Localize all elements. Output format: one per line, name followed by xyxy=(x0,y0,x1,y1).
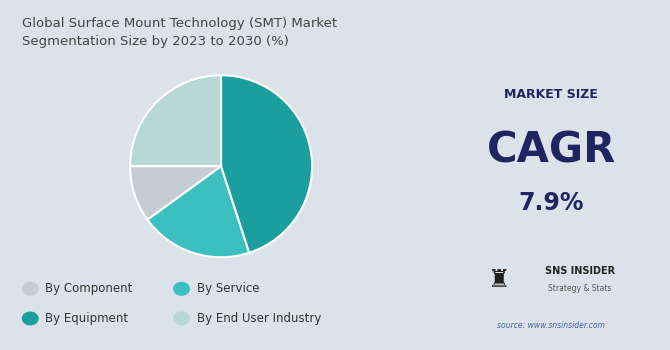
Text: SNS INSIDER: SNS INSIDER xyxy=(545,266,614,276)
Text: CAGR: CAGR xyxy=(486,130,616,172)
Text: By End User Industry: By End User Industry xyxy=(196,312,321,325)
Wedge shape xyxy=(221,75,312,253)
Text: Strategy & Stats: Strategy & Stats xyxy=(548,284,611,293)
Text: Global Surface Mount Technology (SMT) Market
Segmentation Size by 2023 to 2030 (: Global Surface Mount Technology (SMT) Ma… xyxy=(21,18,337,48)
Wedge shape xyxy=(147,166,249,257)
Text: By Component: By Component xyxy=(46,282,133,295)
Text: 7.9%: 7.9% xyxy=(519,191,584,215)
Wedge shape xyxy=(130,75,221,166)
Text: MARKET SIZE: MARKET SIZE xyxy=(504,88,598,101)
Text: By Service: By Service xyxy=(196,282,259,295)
Circle shape xyxy=(23,282,38,295)
Wedge shape xyxy=(130,166,221,220)
Circle shape xyxy=(23,312,38,325)
Circle shape xyxy=(174,282,190,295)
Circle shape xyxy=(174,312,190,325)
Text: ♜: ♜ xyxy=(488,268,510,292)
Text: source: www.snsinsider.com: source: www.snsinsider.com xyxy=(497,321,605,330)
Text: By Equipment: By Equipment xyxy=(46,312,129,325)
